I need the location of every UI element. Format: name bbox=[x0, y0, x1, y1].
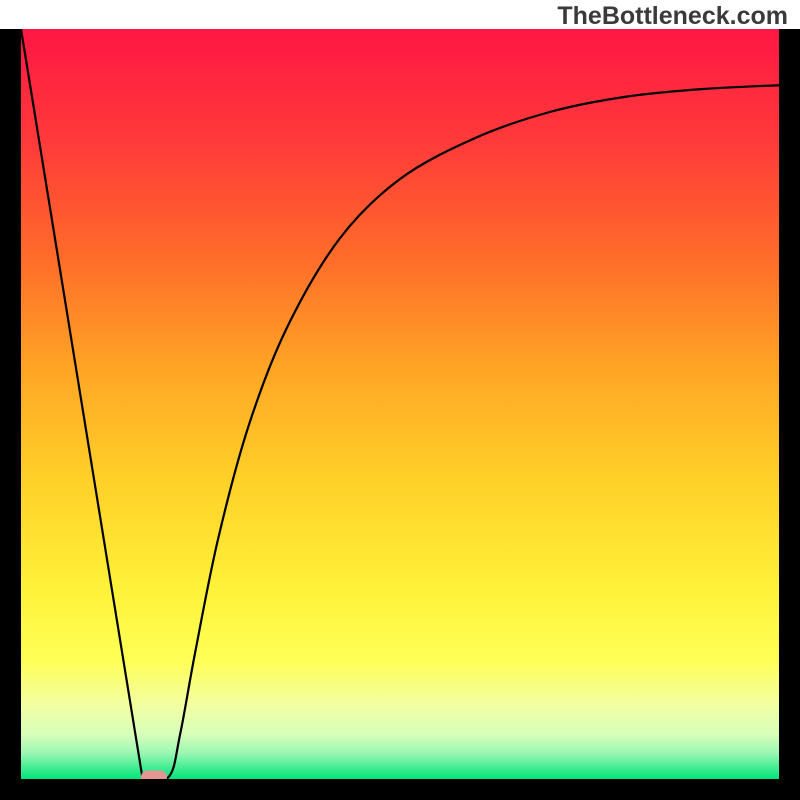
bottleneck-curve bbox=[21, 29, 779, 779]
plot-area bbox=[21, 29, 779, 779]
watermark-text: TheBottleneck.com bbox=[557, 2, 788, 31]
axis-border-right bbox=[779, 29, 800, 800]
chart-container: TheBottleneck.com bbox=[0, 0, 800, 800]
axis-border-bottom bbox=[0, 779, 800, 800]
axis-border-left bbox=[0, 29, 21, 800]
